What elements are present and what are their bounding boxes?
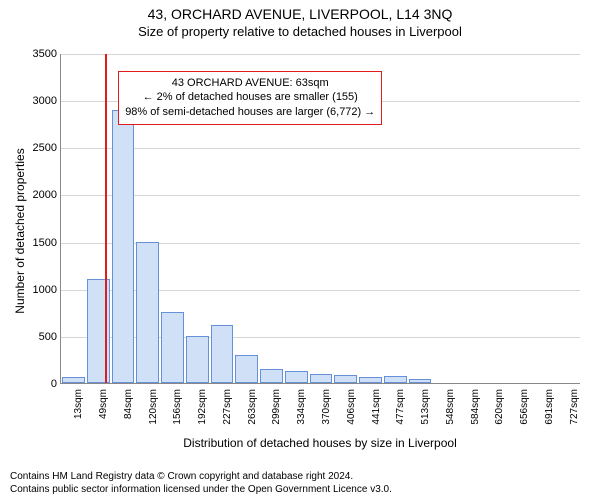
x-tick-label: 13sqm (73, 389, 84, 419)
annotation-line-3: 98% of semi-detached houses are larger (… (125, 105, 375, 120)
histogram-bar (186, 336, 209, 383)
x-tick-label: 548sqm (445, 389, 456, 425)
histogram-bar (285, 371, 308, 383)
histogram-bar (334, 375, 357, 383)
y-tick-label: 0 (51, 378, 57, 390)
histogram-bar (384, 376, 407, 383)
chart-container: Number of detached properties 43 ORCHARD… (0, 44, 600, 440)
x-tick-label: 441sqm (371, 389, 382, 425)
annotation-line-1: 43 ORCHARD AVENUE: 63sqm (125, 76, 375, 91)
histogram-bar (260, 369, 283, 383)
x-tick-label: 727sqm (569, 389, 580, 425)
page-subtitle: Size of property relative to detached ho… (0, 22, 600, 39)
annotation-box: 43 ORCHARD AVENUE: 63sqm ← 2% of detache… (118, 71, 382, 126)
x-tick-label: 656sqm (519, 389, 530, 425)
plot-area: 43 ORCHARD AVENUE: 63sqm ← 2% of detache… (60, 54, 580, 384)
x-tick-label: 299sqm (271, 389, 282, 425)
x-tick-label: 120sqm (148, 389, 159, 425)
histogram-bar (211, 325, 234, 383)
x-tick-label: 192sqm (197, 389, 208, 425)
histogram-bar (112, 110, 135, 383)
y-tick-label: 3500 (33, 48, 57, 60)
x-tick-label: 227sqm (222, 389, 233, 425)
y-axis-label: Number of detached properties (13, 61, 27, 401)
x-tick-label: 334sqm (296, 389, 307, 425)
x-tick-label: 156sqm (172, 389, 183, 425)
page-title: 43, ORCHARD AVENUE, LIVERPOOL, L14 3NQ (0, 0, 600, 22)
x-tick-label: 370sqm (321, 389, 332, 425)
x-tick-label: 584sqm (470, 389, 481, 425)
histogram-bar (161, 312, 184, 383)
footer-attribution: Contains HM Land Registry data © Crown c… (10, 470, 392, 496)
histogram-bar (136, 242, 159, 383)
x-tick-label: 513sqm (420, 389, 431, 425)
y-tick-label: 1000 (33, 284, 57, 296)
property-marker-line (105, 54, 107, 383)
y-tick-label: 2500 (33, 142, 57, 154)
histogram-bar (409, 379, 432, 383)
y-tick-label: 500 (39, 331, 57, 343)
footer-line-1: Contains HM Land Registry data © Crown c… (10, 470, 392, 483)
x-tick-label: 620sqm (494, 389, 505, 425)
footer-line-2: Contains public sector information licen… (10, 483, 392, 496)
page-root: 43, ORCHARD AVENUE, LIVERPOOL, L14 3NQ S… (0, 0, 600, 500)
histogram-bar (62, 377, 85, 383)
x-tick-label: 477sqm (395, 389, 406, 425)
y-tick-label: 1500 (33, 237, 57, 249)
y-tick-label: 3000 (33, 95, 57, 107)
x-tick-label: 406sqm (346, 389, 357, 425)
x-tick-label: 691sqm (544, 389, 555, 425)
x-tick-label: 263sqm (247, 389, 258, 425)
annotation-line-2: ← 2% of detached houses are smaller (155… (125, 90, 375, 105)
histogram-bar (310, 374, 333, 383)
x-tick-label: 49sqm (98, 389, 109, 419)
x-axis-label: Distribution of detached houses by size … (60, 436, 580, 450)
y-tick-label: 2000 (33, 189, 57, 201)
x-tick-label: 84sqm (123, 389, 134, 419)
histogram-bar (359, 377, 382, 383)
histogram-bar (235, 355, 258, 383)
